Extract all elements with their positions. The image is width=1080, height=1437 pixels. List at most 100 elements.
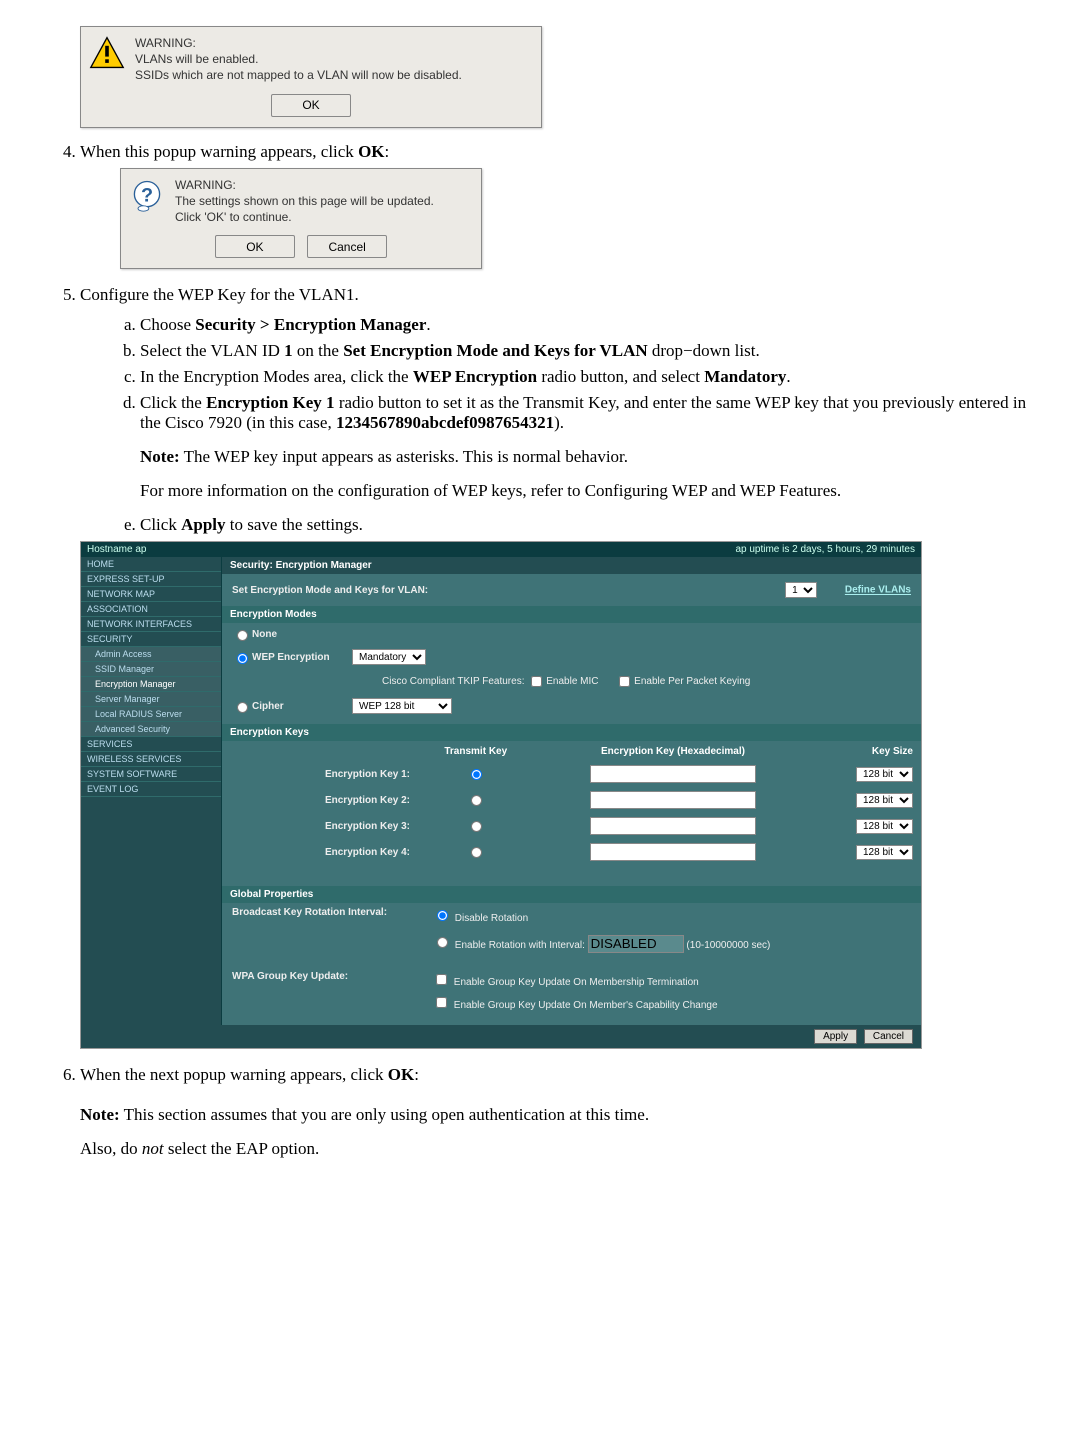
apply-button[interactable]: Apply <box>814 1029 857 1044</box>
dialog-title: WARNING: <box>135 36 196 50</box>
key-row: Encryption Key 2:128 bit <box>224 788 919 812</box>
transmit-key-radio[interactable] <box>471 821 482 832</box>
enable-mic-label: Enable MIC <box>546 676 598 687</box>
sidebar-subitem[interactable]: SSID Manager <box>81 662 221 677</box>
step-4: When this popup warning appears, click O… <box>80 142 1040 270</box>
cipher-select[interactable]: WEP 128 bit <box>352 698 452 714</box>
sidebar-item[interactable]: NETWORK INTERFACES <box>81 617 221 632</box>
sidebar-item[interactable]: ASSOCIATION <box>81 602 221 617</box>
dialog-line: Click 'OK' to continue. <box>175 210 292 224</box>
dialog-line: SSIDs which are not mapped to a VLAN wil… <box>135 68 462 82</box>
key-hex-input[interactable] <box>590 843 756 861</box>
transmit-key-radio[interactable] <box>471 769 482 780</box>
key-size-select[interactable]: 128 bit <box>856 793 913 808</box>
mode-cipher-radio[interactable] <box>237 702 248 713</box>
ok-button[interactable]: OK <box>215 235 295 258</box>
step-5: Configure the WEP Key for the VLAN1. Cho… <box>80 285 1040 1049</box>
warning-icon <box>89 35 125 71</box>
sidebar: HOMEEXPRESS SET-UPNETWORK MAPASSOCIATION… <box>81 557 222 1025</box>
enable-ppk-checkbox[interactable] <box>619 676 630 687</box>
wpa-opt2-label: Enable Group Key Update On Member's Capa… <box>454 1000 718 1011</box>
key-row: Encryption Key 3:128 bit <box>224 814 919 838</box>
key-size-select[interactable]: 128 bit <box>856 819 913 834</box>
note-text: This section assumes that you are only u… <box>120 1105 649 1124</box>
dialog-message: WARNING: The settings shown on this page… <box>175 177 434 226</box>
key-hex-input[interactable] <box>590 791 756 809</box>
transmit-key-radio[interactable] <box>471 795 482 806</box>
sidebar-item[interactable]: EXPRESS SET-UP <box>81 572 221 587</box>
uptime-label: ap uptime is 2 days, 5 hours, 29 minutes <box>735 544 915 555</box>
mode-cipher-label: Cipher <box>252 701 352 712</box>
sidebar-item[interactable]: SECURITY <box>81 632 221 647</box>
cancel-button[interactable]: Cancel <box>307 235 387 258</box>
key-hex-input[interactable] <box>590 765 756 783</box>
dialog-line: VLANs will be enabled. <box>135 52 258 66</box>
mode-wep-label: WEP Encryption <box>252 652 352 663</box>
wep-mode-select[interactable]: Mandatory <box>352 649 426 665</box>
dialog-message: WARNING: VLANs will be enabled. SSIDs wh… <box>135 35 462 84</box>
warning-dialog-vlan: WARNING: VLANs will be enabled. SSIDs wh… <box>80 26 542 128</box>
rotation-range-label: (10-10000000 sec) <box>686 940 770 951</box>
mode-none-radio[interactable] <box>237 630 248 641</box>
dialog-line: The settings shown on this page will be … <box>175 194 434 208</box>
screenshot-footer: Apply Cancel <box>81 1025 921 1048</box>
step-5b: Select the VLAN ID 1 on the Set Encrypti… <box>140 341 1040 361</box>
step-5a: Choose Security > Encryption Manager. <box>140 315 1040 335</box>
note-label: Note: <box>140 447 180 466</box>
main-panel: Security: Encryption Manager Set Encrypt… <box>222 557 921 1025</box>
step-5e: Click Apply to save the settings. <box>140 515 1040 535</box>
bcast-label: Broadcast Key Rotation Interval: <box>232 907 432 918</box>
col-transmit: Transmit Key <box>418 743 534 760</box>
rotation-interval-input[interactable] <box>588 935 684 953</box>
tkip-label: Cisco Compliant TKIP Features: <box>382 676 524 687</box>
enable-rotation-label: Enable Rotation with Interval: <box>455 940 585 951</box>
more-info-text: For more information on the configuratio… <box>140 481 1040 501</box>
encryption-keys-table: Transmit Key Encryption Key (Hexadecimal… <box>222 741 921 866</box>
sidebar-subitem[interactable]: Encryption Manager <box>81 677 221 692</box>
screenshot-header: Hostname ap ap uptime is 2 days, 5 hours… <box>81 542 921 557</box>
step-5c: In the Encryption Modes area, click the … <box>140 367 1040 387</box>
panel-title: Security: Encryption Manager <box>222 557 921 574</box>
col-hex: Encryption Key (Hexadecimal) <box>536 743 811 760</box>
wpa-opt1-checkbox[interactable] <box>436 974 447 985</box>
sidebar-item[interactable]: NETWORK MAP <box>81 587 221 602</box>
step-6: When the next popup warning appears, cli… <box>80 1065 1040 1159</box>
transmit-key-radio[interactable] <box>471 847 482 858</box>
key-size-select[interactable]: 128 bit <box>856 767 913 782</box>
enable-ppk-label: Enable Per Packet Keying <box>634 676 750 687</box>
key-row: Encryption Key 4:128 bit <box>224 840 919 864</box>
sidebar-subitem[interactable]: Server Manager <box>81 692 221 707</box>
vlan-select[interactable]: 1 <box>785 582 817 598</box>
define-vlans-link[interactable]: Define VLANs <box>845 585 911 596</box>
ok-button[interactable]: OK <box>271 94 351 117</box>
note-label: Note: <box>80 1105 120 1124</box>
question-icon: ? <box>129 177 165 213</box>
sidebar-subitem[interactable]: Admin Access <box>81 647 221 662</box>
cancel-button[interactable]: Cancel <box>864 1029 913 1044</box>
encryption-manager-screenshot: Hostname ap ap uptime is 2 days, 5 hours… <box>80 541 922 1049</box>
sidebar-item[interactable]: SYSTEM SOFTWARE <box>81 767 221 782</box>
mode-none-label: None <box>252 629 277 640</box>
sidebar-item[interactable]: EVENT LOG <box>81 782 221 797</box>
key-size-select[interactable]: 128 bit <box>856 845 913 860</box>
hostname-label: Hostname ap <box>87 544 146 555</box>
sidebar-item[interactable]: SERVICES <box>81 737 221 752</box>
wpa-label: WPA Group Key Update: <box>232 971 432 982</box>
key-hex-input[interactable] <box>590 817 756 835</box>
disable-rotation-radio[interactable] <box>437 910 448 921</box>
set-mode-label: Set Encryption Mode and Keys for VLAN: <box>232 585 428 596</box>
note-text: The WEP key input appears as asterisks. … <box>180 447 628 466</box>
sidebar-subitem[interactable]: Local RADIUS Server <box>81 707 221 722</box>
sidebar-item[interactable]: HOME <box>81 557 221 572</box>
step-5d: Click the Encryption Key 1 radio button … <box>140 393 1040 501</box>
mode-wep-radio[interactable] <box>237 653 248 664</box>
wpa-opt2-checkbox[interactable] <box>436 997 447 1008</box>
wpa-opt1-label: Enable Group Key Update On Membership Te… <box>454 977 699 988</box>
enable-rotation-radio[interactable] <box>437 937 448 948</box>
svg-text:?: ? <box>141 184 153 206</box>
sidebar-item[interactable]: WIRELESS SERVICES <box>81 752 221 767</box>
enable-mic-checkbox[interactable] <box>531 676 542 687</box>
global-properties-title: Global Properties <box>222 886 921 903</box>
encryption-modes-title: Encryption Modes <box>222 606 921 623</box>
sidebar-subitem[interactable]: Advanced Security <box>81 722 221 737</box>
